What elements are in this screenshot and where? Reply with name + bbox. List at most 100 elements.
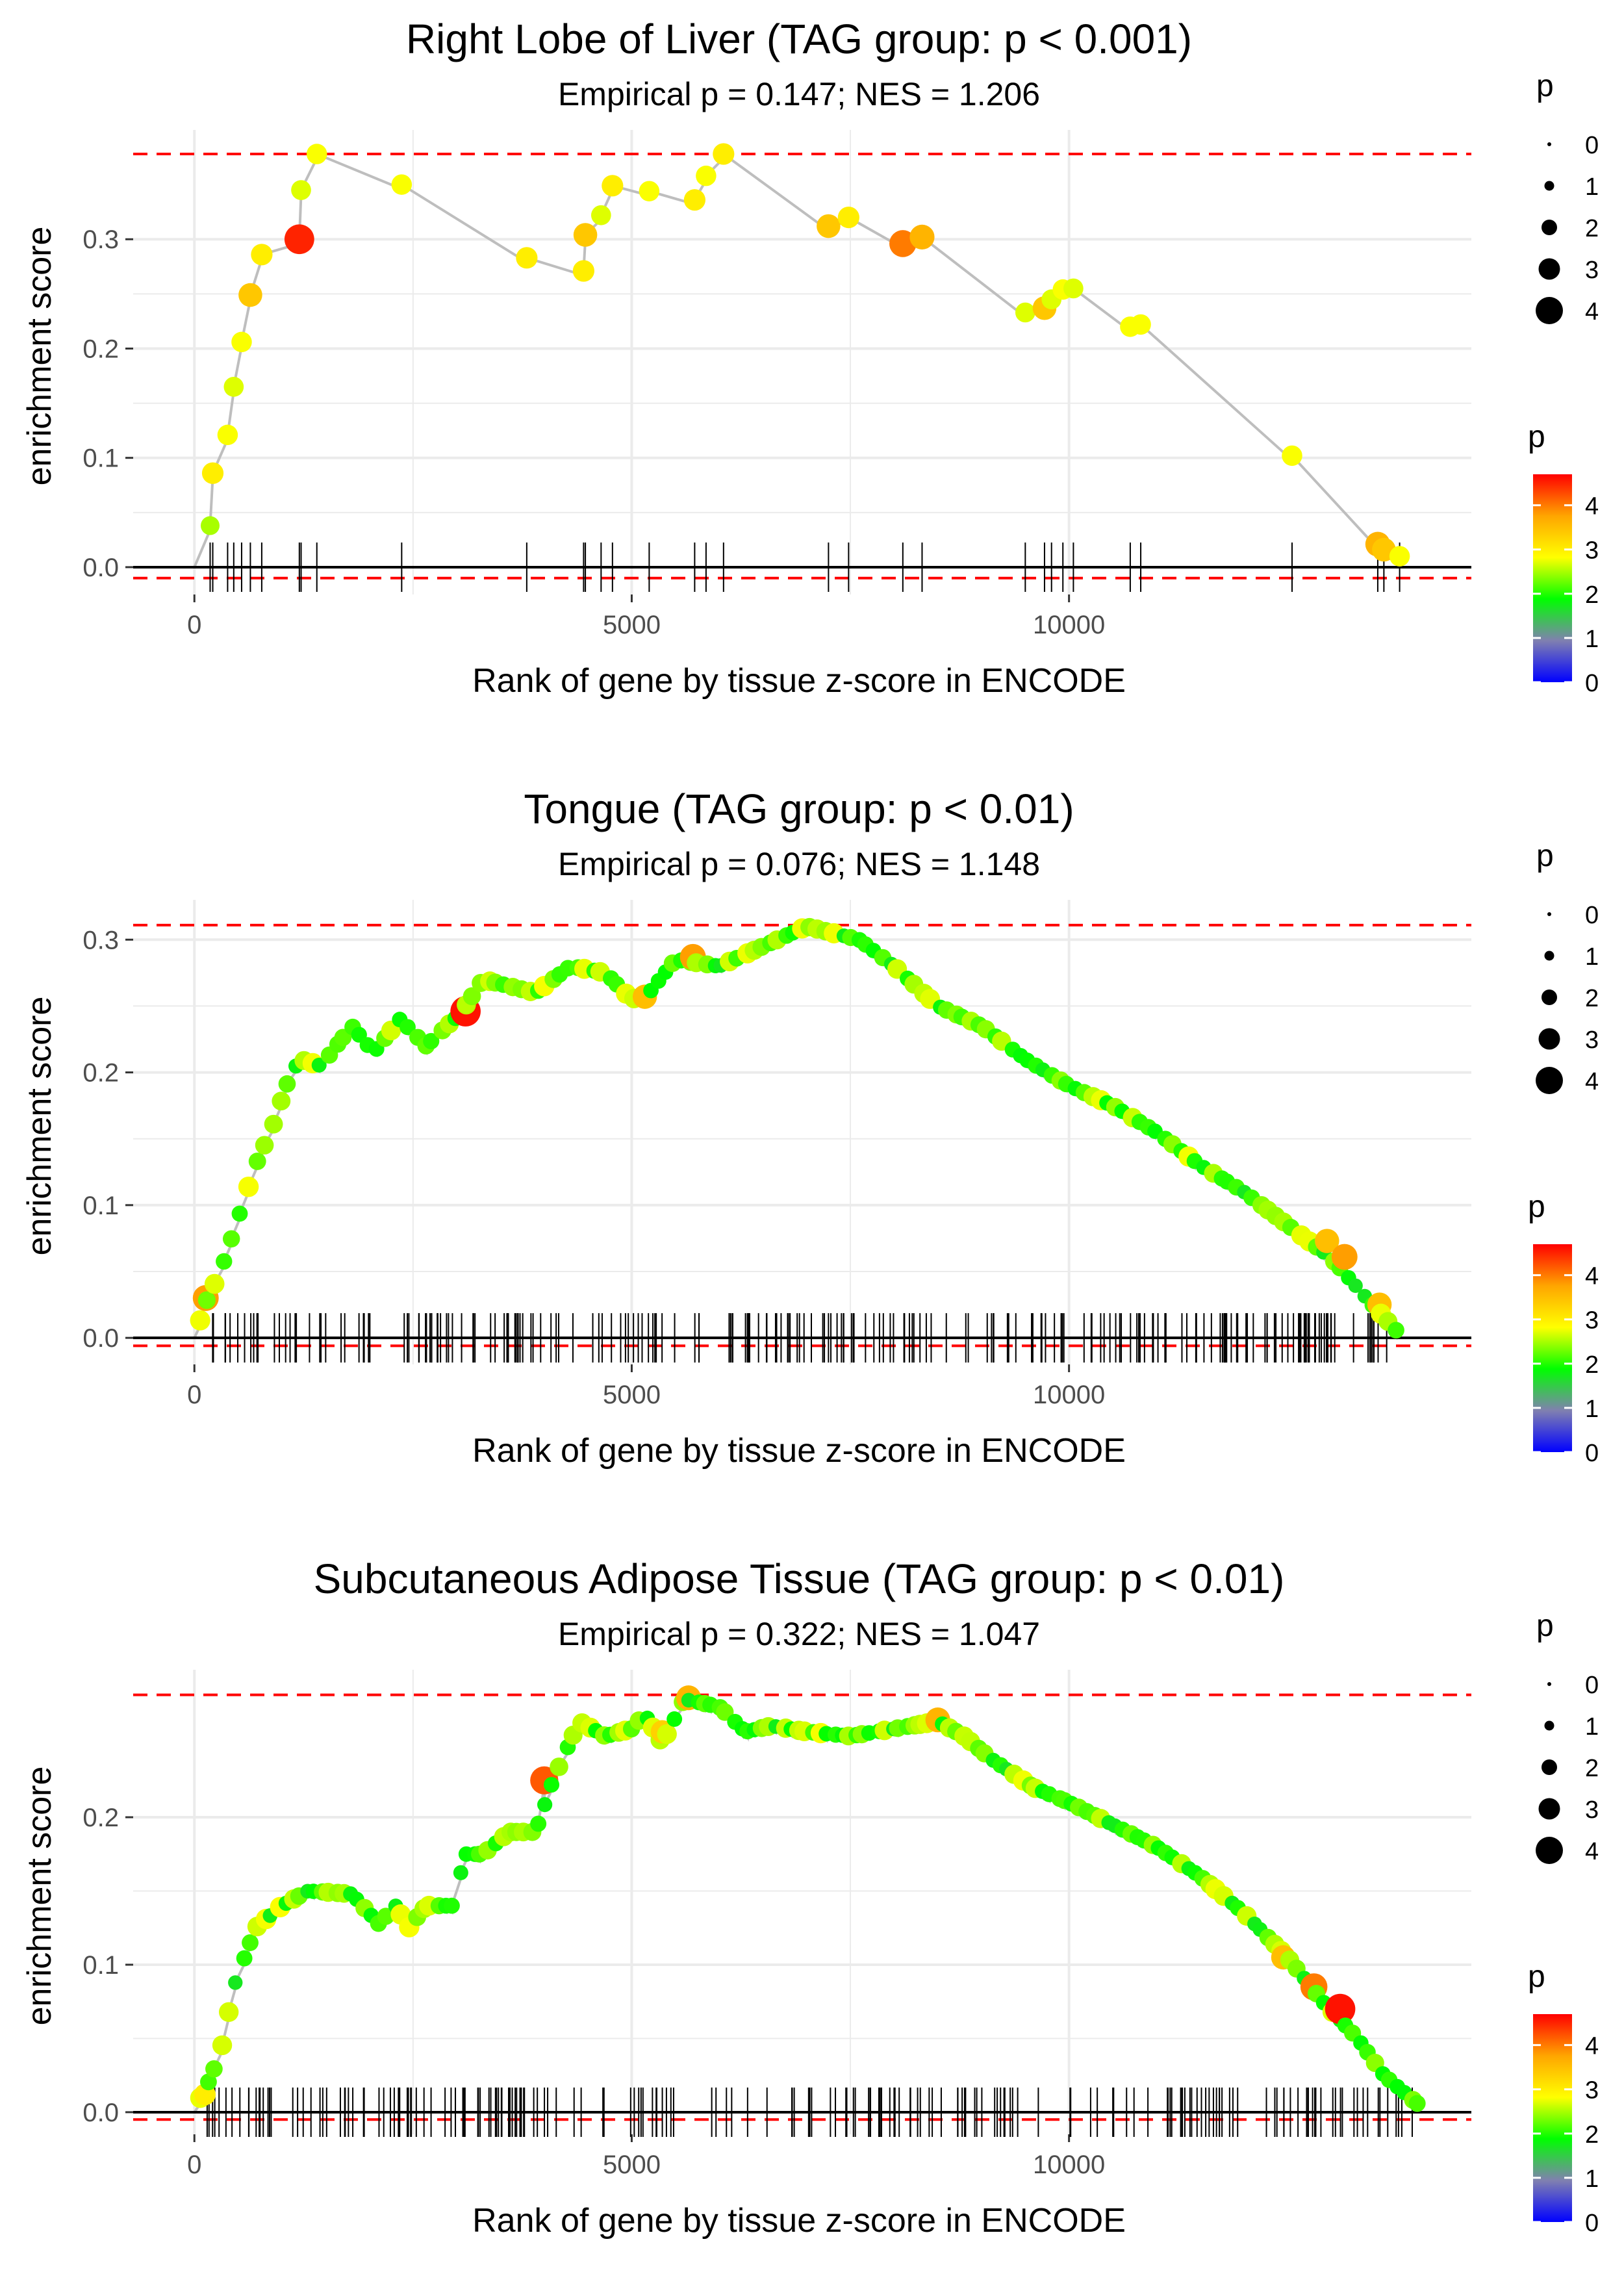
data-point [530,1815,547,1832]
legend: p 0 1 2 3 4 p 4 3 2 1 0 [1528,839,1599,1467]
color-legend: 4 3 2 1 0 [1533,474,1599,697]
size-legend-label: 3 [1585,1027,1599,1054]
data-point [1130,314,1151,335]
size-legend-key [1538,1028,1560,1050]
legend: p 0 1 2 3 4 p 4 3 2 1 0 [1528,69,1599,697]
data-point [453,1865,468,1880]
size-legend-label: 3 [1585,1796,1599,1824]
data-point [284,224,314,255]
data-point [572,260,594,282]
color-legend-label: 4 [1585,1263,1599,1290]
size-legend-title: p [1536,69,1554,103]
x-tick-label: 5000 [603,2151,661,2179]
panel-tongue: Tongue (TAG group: p < 0.01) Empirical p… [21,786,1599,1470]
size-legend-key [1547,142,1551,146]
size-legend-title: p [1536,1609,1554,1643]
data-point [242,1934,259,1952]
color-legend-title: p [1528,1190,1545,1224]
data-point [216,1253,233,1270]
data-point [311,1057,327,1073]
x-tick-label: 10000 [1033,1381,1105,1409]
data-point [217,424,238,446]
y-tick-label: 0.2 [82,335,119,363]
color-legend-label: 0 [1585,2210,1599,2237]
data-point [537,1796,553,1813]
size-legend-label: 2 [1585,985,1599,1012]
plot-area: 0.0 0.1 0.2 0.3 0 5000 10000 [82,130,1471,639]
data-point [228,1975,243,1990]
y-tick-label: 0.2 [82,1804,119,1832]
data-point [255,1136,274,1155]
size-legend-label: 4 [1585,1838,1599,1865]
size-legend-label: 2 [1585,215,1599,242]
data-point [306,144,327,164]
data-point [713,143,735,165]
data-point [197,1291,216,1309]
x-tick-label: 0 [187,611,201,639]
y-axis-title: enrichment score [21,997,58,1256]
data-point [201,462,224,484]
data-point [200,2073,217,2091]
size-legend-label: 4 [1585,1068,1599,1095]
data-point [1282,445,1302,466]
size-legend-label: 0 [1585,902,1599,929]
data-point [696,165,717,186]
data-point [463,987,481,1006]
color-bar [1533,474,1572,682]
color-legend-label: 0 [1585,1440,1599,1467]
color-legend-label: 3 [1585,537,1599,565]
size-legend-label: 0 [1585,1672,1599,1699]
running-sum-line [193,151,1403,568]
color-legend-label: 1 [1585,2165,1599,2193]
panel-subcutaneous-adipose-tissue: Subcutaneous Adipose Tissue (TAG group: … [21,1555,1599,2240]
data-point [236,1950,253,1967]
x-axis-title: Rank of gene by tissue z-score in ENCODE [472,2202,1126,2240]
y-tick-label: 0.1 [82,444,119,473]
y-tick-label: 0.2 [82,1059,119,1088]
data-point [1315,1229,1339,1253]
y-axis-title: enrichment score [21,227,58,486]
data-point [251,244,273,266]
y-tick-label: 0.3 [82,926,119,954]
chart-subtitle: Empirical p = 0.322; NES = 1.047 [558,1616,1040,1652]
x-axis-title: Rank of gene by tissue z-score in ENCODE [472,662,1126,700]
size-legend-key [1538,1798,1560,1820]
size-legend-label: 1 [1585,173,1599,201]
size-legend-key [1544,181,1554,191]
running-sum-line [193,924,1398,1341]
size-legend-key [1544,951,1554,961]
size-legend: 0 1 2 3 4 [1536,902,1599,1095]
size-legend-key [1544,1720,1554,1731]
color-legend-label: 1 [1585,1396,1599,1423]
chart-subtitle: Empirical p = 0.076; NES = 1.148 [558,846,1040,882]
y-tick-label: 0.0 [82,2099,119,2127]
size-legend-label: 2 [1585,1755,1599,1782]
data-point [639,181,660,201]
x-tick-label: 0 [187,2151,201,2179]
plot-area: 0.0 0.1 0.2 0 5000 10000 [82,1670,1471,2179]
y-tick-label: 0.0 [82,554,119,582]
data-point [248,1152,266,1170]
color-legend-title: p [1528,1960,1545,1994]
size-legend-label: 1 [1585,1713,1599,1741]
y-tick-label: 0.0 [82,1324,119,1353]
data-point [231,1205,248,1222]
data-point [223,377,244,397]
size-legend-key [1536,1067,1563,1094]
data-point [278,1075,296,1093]
color-legend-label: 1 [1585,626,1599,653]
data-point [683,189,705,211]
data-point [1408,2095,1426,2112]
data-point [1063,278,1084,299]
data-point [231,331,252,353]
size-legend-label: 3 [1585,257,1599,284]
size-legend-key [1547,1682,1551,1686]
color-bar [1533,2014,1572,2222]
color-legend: 4 3 2 1 0 [1533,1244,1599,1467]
data-point [602,175,624,197]
size-legend: 0 1 2 3 4 [1536,1672,1599,1865]
data-point [889,230,917,257]
data-point [1389,546,1410,567]
data-point [190,1310,210,1331]
color-legend-label: 4 [1585,2033,1599,2060]
